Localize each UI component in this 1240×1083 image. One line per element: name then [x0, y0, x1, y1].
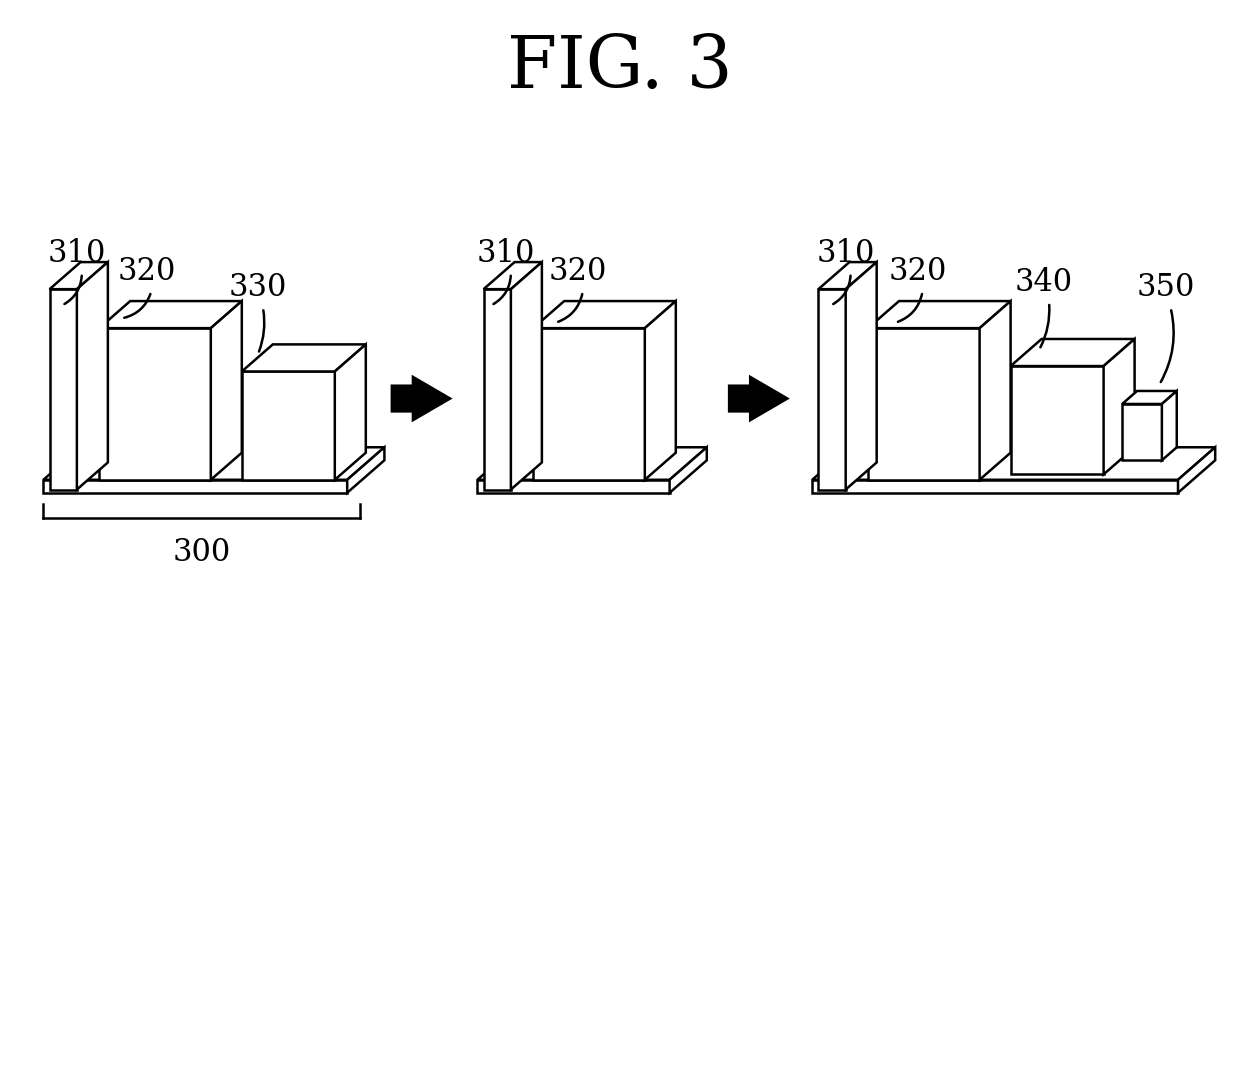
Polygon shape [77, 262, 108, 490]
Polygon shape [812, 447, 1215, 480]
Polygon shape [1122, 391, 1177, 404]
Text: 320: 320 [548, 256, 608, 287]
Polygon shape [868, 301, 1011, 328]
Text: 310: 310 [476, 237, 536, 269]
Polygon shape [1011, 366, 1104, 474]
Polygon shape [242, 344, 366, 371]
Polygon shape [1011, 339, 1135, 366]
Polygon shape [1162, 391, 1177, 460]
Polygon shape [477, 447, 707, 480]
Polygon shape [477, 480, 670, 493]
Polygon shape [533, 301, 676, 328]
Polygon shape [670, 447, 707, 493]
Polygon shape [484, 289, 511, 490]
Text: 320: 320 [888, 256, 947, 287]
Polygon shape [533, 328, 645, 480]
Polygon shape [1178, 447, 1215, 493]
Polygon shape [50, 262, 108, 289]
Text: 320: 320 [117, 256, 176, 287]
Polygon shape [99, 328, 211, 480]
Polygon shape [335, 344, 366, 480]
Text: 310: 310 [816, 237, 875, 269]
Polygon shape [43, 447, 384, 480]
Polygon shape [818, 262, 877, 289]
Polygon shape [50, 289, 77, 490]
Polygon shape [728, 375, 790, 422]
Polygon shape [43, 480, 347, 493]
Polygon shape [645, 301, 676, 480]
Text: 350: 350 [1136, 272, 1195, 303]
Text: 310: 310 [47, 237, 107, 269]
Polygon shape [511, 262, 542, 490]
Polygon shape [242, 371, 335, 480]
Text: 330: 330 [228, 272, 288, 303]
Text: FIG. 3: FIG. 3 [507, 32, 733, 103]
Polygon shape [818, 289, 846, 490]
Polygon shape [980, 301, 1011, 480]
Text: 340: 340 [1016, 266, 1073, 298]
Polygon shape [1104, 339, 1135, 474]
Polygon shape [484, 262, 542, 289]
Polygon shape [846, 262, 877, 490]
Polygon shape [211, 301, 242, 480]
Polygon shape [391, 375, 453, 422]
Polygon shape [1122, 404, 1162, 460]
Text: 300: 300 [172, 537, 231, 569]
Polygon shape [347, 447, 384, 493]
Polygon shape [868, 328, 980, 480]
Polygon shape [99, 301, 242, 328]
Polygon shape [812, 480, 1178, 493]
